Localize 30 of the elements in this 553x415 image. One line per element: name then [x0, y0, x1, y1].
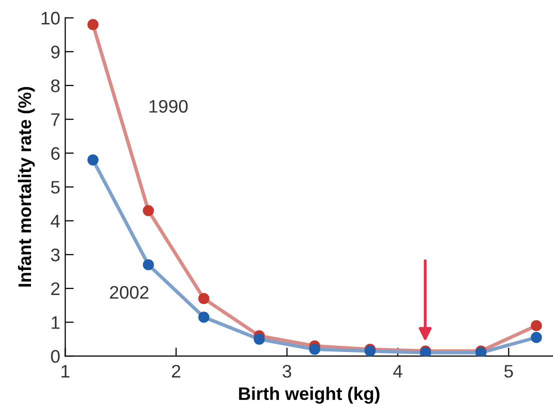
- y-tick-label: 6: [51, 147, 60, 160]
- point: [309, 344, 320, 355]
- y-tick-label: 4: [50, 214, 60, 228]
- point: [87, 19, 99, 30]
- x-tick-label: 2: [172, 364, 180, 378]
- y-tick-label: 2: [51, 282, 60, 295]
- point: [254, 334, 265, 345]
- series-label: 2002: [110, 286, 148, 299]
- point: [198, 312, 210, 323]
- y-tick-label: 8: [51, 79, 60, 92]
- y-axis-title: Infant mortality rate (%): [18, 87, 35, 287]
- y-tick-label: 5: [51, 181, 60, 194]
- point: [198, 293, 210, 304]
- point: [87, 154, 99, 166]
- y-tick-label: 1: [52, 316, 60, 329]
- y-tick-label: 0: [51, 350, 60, 363]
- x-axis-title: Birth weight (kg): [239, 386, 380, 404]
- x-tick-label: 4: [393, 365, 402, 378]
- point: [530, 320, 542, 332]
- x-tick-label: 3: [282, 364, 292, 378]
- y-tick-label: 7: [51, 113, 60, 126]
- x-tick-label: 5: [504, 365, 513, 378]
- point: [142, 205, 154, 216]
- y-tick-label: 9: [51, 46, 60, 58]
- point: [530, 332, 542, 344]
- y-tick-label: 10: [42, 12, 60, 25]
- series-label: 1990: [150, 100, 188, 113]
- x-tick-label: 1: [62, 365, 70, 378]
- y-tick-label: 3: [51, 248, 60, 262]
- point: [142, 259, 154, 270]
